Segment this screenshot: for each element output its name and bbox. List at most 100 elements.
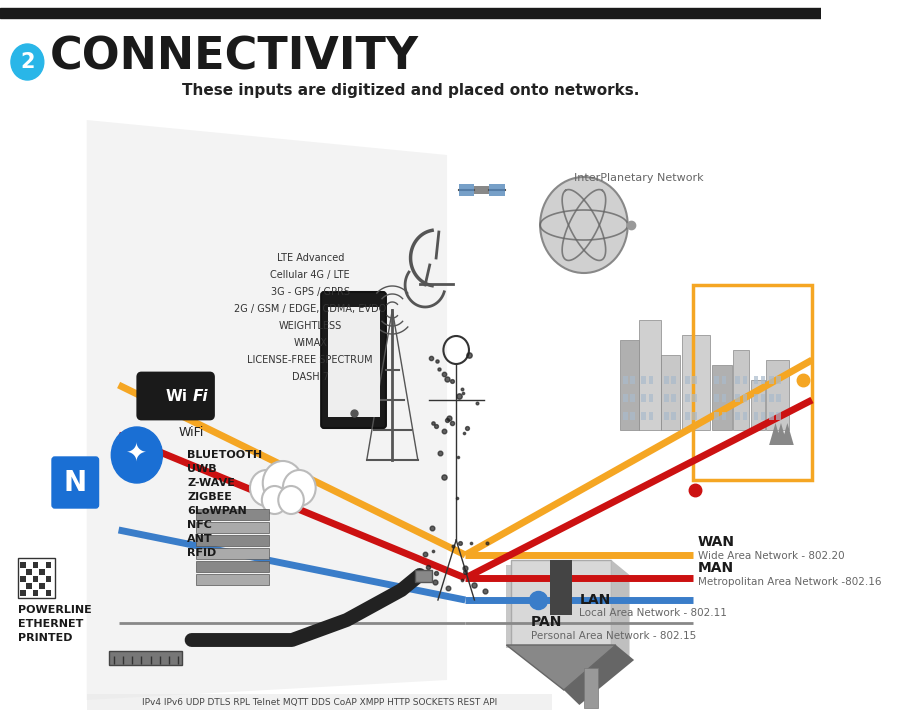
Bar bbox=[753, 412, 758, 420]
Bar bbox=[722, 376, 726, 384]
Bar bbox=[664, 394, 669, 402]
Text: ETHERNET: ETHERNET bbox=[18, 619, 84, 629]
Text: 2: 2 bbox=[20, 52, 34, 72]
Circle shape bbox=[112, 427, 162, 483]
Text: Local Area Network - 802.11: Local Area Network - 802.11 bbox=[580, 608, 727, 618]
Text: Z-WAVE: Z-WAVE bbox=[187, 478, 235, 488]
Bar bbox=[682, 335, 710, 430]
Bar bbox=[742, 376, 747, 384]
Bar bbox=[328, 307, 380, 417]
Text: LICENSE-FREE SPECTRUM: LICENSE-FREE SPECTRUM bbox=[248, 355, 373, 365]
Bar bbox=[715, 376, 719, 384]
Bar bbox=[584, 668, 598, 708]
Bar bbox=[639, 320, 662, 430]
Text: Wide Area Network - 802.20: Wide Area Network - 802.20 bbox=[698, 551, 844, 561]
Bar bbox=[671, 412, 676, 420]
Circle shape bbox=[11, 44, 44, 80]
Text: WEIGHTLESS: WEIGHTLESS bbox=[279, 321, 342, 331]
Text: BLUETOOTH: BLUETOOTH bbox=[187, 450, 262, 460]
Bar bbox=[511, 560, 611, 645]
Text: RFID: RFID bbox=[187, 548, 216, 558]
Bar bbox=[722, 412, 726, 420]
Bar bbox=[753, 376, 758, 384]
Bar bbox=[196, 548, 269, 559]
Bar bbox=[550, 560, 572, 615]
Polygon shape bbox=[507, 565, 616, 648]
Text: UWB: UWB bbox=[187, 464, 217, 474]
Text: PAN: PAN bbox=[531, 615, 562, 629]
Text: PRINTED: PRINTED bbox=[18, 633, 73, 643]
Bar bbox=[26, 569, 32, 575]
Text: 3G - GPS / GPRS: 3G - GPS / GPRS bbox=[271, 287, 350, 297]
Bar bbox=[777, 394, 781, 402]
Polygon shape bbox=[770, 423, 782, 445]
Bar bbox=[20, 590, 25, 596]
Text: ZIGBEE: ZIGBEE bbox=[187, 492, 232, 502]
Bar bbox=[26, 590, 32, 596]
Bar bbox=[760, 394, 766, 402]
Bar bbox=[20, 583, 25, 589]
Bar bbox=[46, 576, 51, 582]
Bar bbox=[110, 651, 183, 665]
Text: Metropolitan Area Network -802.16: Metropolitan Area Network -802.16 bbox=[698, 577, 881, 587]
Bar bbox=[196, 535, 269, 546]
Bar bbox=[623, 394, 627, 402]
Circle shape bbox=[278, 486, 304, 514]
Bar bbox=[630, 394, 635, 402]
FancyBboxPatch shape bbox=[321, 292, 386, 428]
Bar bbox=[459, 184, 474, 196]
Bar bbox=[32, 562, 39, 568]
Bar bbox=[777, 376, 781, 384]
Bar bbox=[671, 376, 676, 384]
Bar bbox=[630, 412, 635, 420]
Bar bbox=[649, 412, 653, 420]
Text: InterPlanetary Network: InterPlanetary Network bbox=[574, 173, 704, 183]
Bar bbox=[642, 394, 646, 402]
Text: Personal Area Network - 802.15: Personal Area Network - 802.15 bbox=[531, 631, 697, 641]
Bar bbox=[196, 522, 269, 533]
Bar bbox=[692, 376, 697, 384]
Circle shape bbox=[250, 470, 283, 506]
Text: 6LoWPAN: 6LoWPAN bbox=[187, 506, 247, 516]
Bar bbox=[753, 394, 758, 402]
Bar bbox=[735, 376, 740, 384]
Bar bbox=[664, 376, 669, 384]
Bar bbox=[760, 412, 766, 420]
Bar bbox=[777, 412, 781, 420]
Bar bbox=[649, 394, 653, 402]
Bar bbox=[623, 376, 627, 384]
Bar bbox=[46, 583, 51, 589]
Polygon shape bbox=[775, 423, 788, 445]
Bar bbox=[712, 365, 732, 430]
Text: LAN: LAN bbox=[580, 593, 610, 607]
Bar bbox=[40, 576, 45, 582]
Text: WAN: WAN bbox=[698, 535, 735, 549]
Text: LTE Advanced: LTE Advanced bbox=[276, 253, 344, 263]
Bar bbox=[26, 576, 32, 582]
Text: Fi: Fi bbox=[193, 388, 209, 403]
Polygon shape bbox=[86, 120, 447, 700]
Text: CONNECTIVITY: CONNECTIVITY bbox=[50, 36, 419, 79]
Bar bbox=[196, 561, 269, 572]
Text: IPv4 IPv6 UDP DTLS RPL Telnet MQTT DDS CoAP XMPP HTTP SOCKETS REST API: IPv4 IPv6 UDP DTLS RPL Telnet MQTT DDS C… bbox=[141, 698, 497, 708]
Text: ✦: ✦ bbox=[126, 443, 148, 467]
Bar bbox=[715, 412, 719, 420]
Text: ANT: ANT bbox=[187, 534, 212, 544]
Bar bbox=[20, 576, 25, 582]
Bar bbox=[26, 562, 32, 568]
Bar bbox=[32, 590, 39, 596]
Bar bbox=[733, 350, 749, 430]
Polygon shape bbox=[563, 645, 634, 705]
Circle shape bbox=[283, 470, 316, 506]
Text: N: N bbox=[63, 469, 86, 497]
Bar bbox=[40, 569, 45, 575]
Text: Cellular 4G / LTE: Cellular 4G / LTE bbox=[270, 270, 350, 280]
Bar bbox=[735, 394, 740, 402]
Bar bbox=[40, 562, 45, 568]
Bar bbox=[32, 569, 39, 575]
Bar bbox=[770, 394, 774, 402]
Text: Wi: Wi bbox=[165, 388, 187, 403]
Bar bbox=[642, 376, 646, 384]
Bar bbox=[18, 558, 55, 598]
Text: These inputs are digitized and placed onto networks.: These inputs are digitized and placed on… bbox=[182, 83, 639, 98]
